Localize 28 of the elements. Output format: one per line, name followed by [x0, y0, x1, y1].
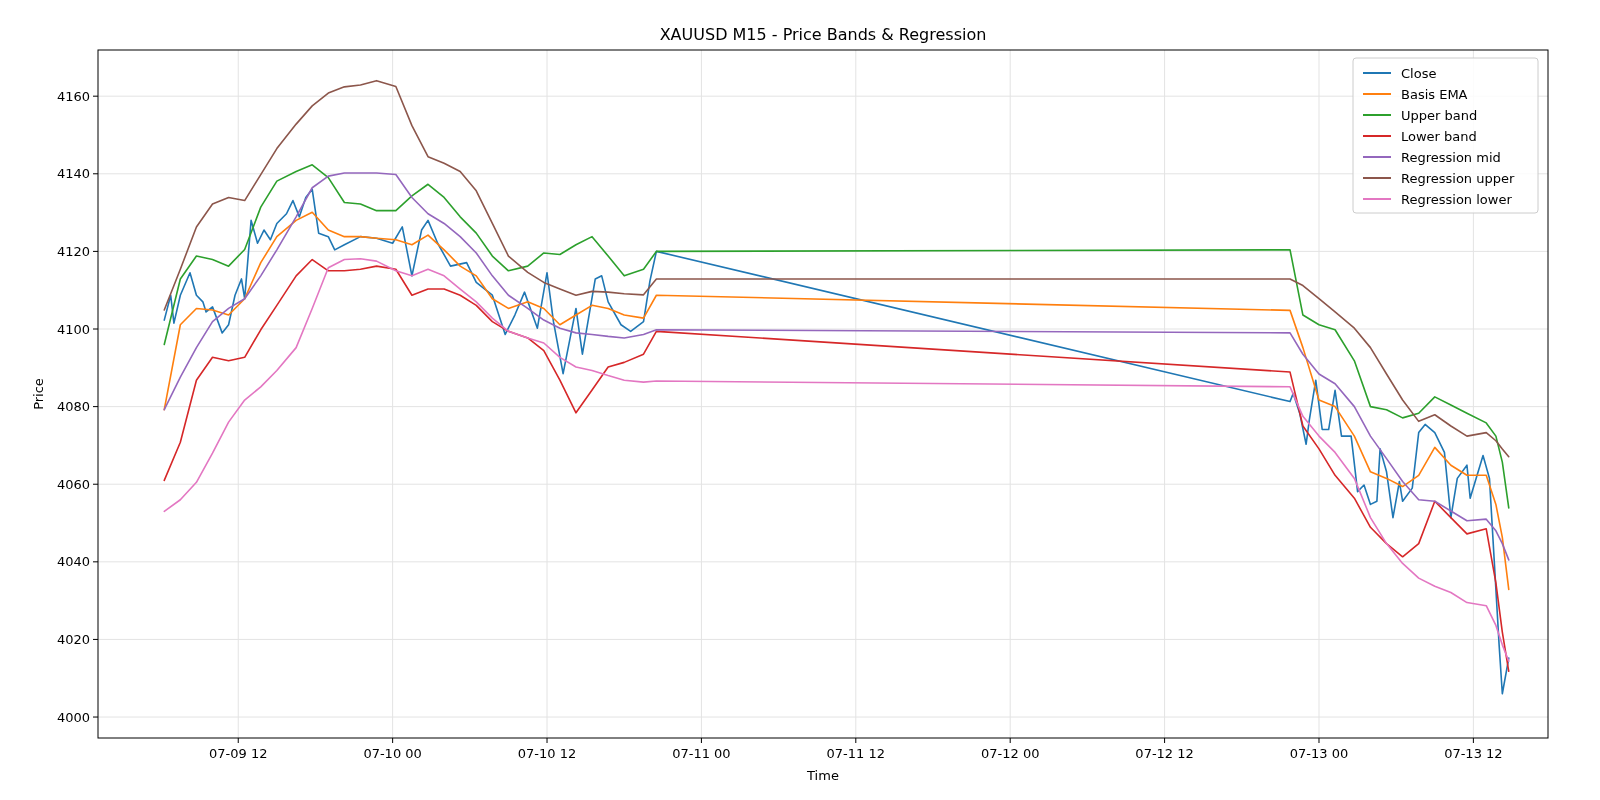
y-tick-label: 4060: [56, 476, 90, 492]
legend-label: Regression lower: [1401, 191, 1513, 207]
y-tick-label: 4040: [56, 554, 90, 570]
x-tick-label: 07-11 12: [826, 746, 886, 761]
x-tick-label: 07-10 00: [363, 746, 422, 761]
x-tick-label: 07-11 00: [672, 746, 731, 761]
legend-label: Regression upper: [1401, 170, 1515, 186]
legend-label: Upper band: [1401, 107, 1478, 123]
x-axis-title: Time: [806, 768, 839, 783]
legend-label: Regression mid: [1401, 149, 1501, 165]
x-tick-label: 07-13 00: [1289, 746, 1349, 761]
legend-label: Close: [1401, 65, 1437, 81]
y-axis-title: Price: [31, 378, 46, 410]
chart-title: XAUUSD M15 - Price Bands & Regression: [659, 25, 987, 44]
y-tick-label: 4100: [56, 321, 90, 337]
y-tick-label: 4000: [56, 709, 90, 725]
y-tick-label: 4020: [56, 631, 90, 647]
legend-label: Basis EMA: [1401, 86, 1468, 102]
x-tick-label: 07-09 12: [209, 746, 268, 761]
y-tick-label: 4120: [56, 243, 90, 259]
y-tick-label: 4140: [56, 166, 90, 182]
y-tick-label: 4160: [56, 88, 90, 104]
x-tick-label: 07-13 12: [1444, 746, 1503, 761]
x-tick-label: 07-10 12: [517, 746, 577, 761]
y-tick-label: 4080: [56, 399, 90, 415]
x-tick-label: 07-12 00: [980, 746, 1040, 761]
legend-label: Lower band: [1401, 128, 1477, 144]
x-tick-label: 07-12 12: [1135, 746, 1194, 761]
